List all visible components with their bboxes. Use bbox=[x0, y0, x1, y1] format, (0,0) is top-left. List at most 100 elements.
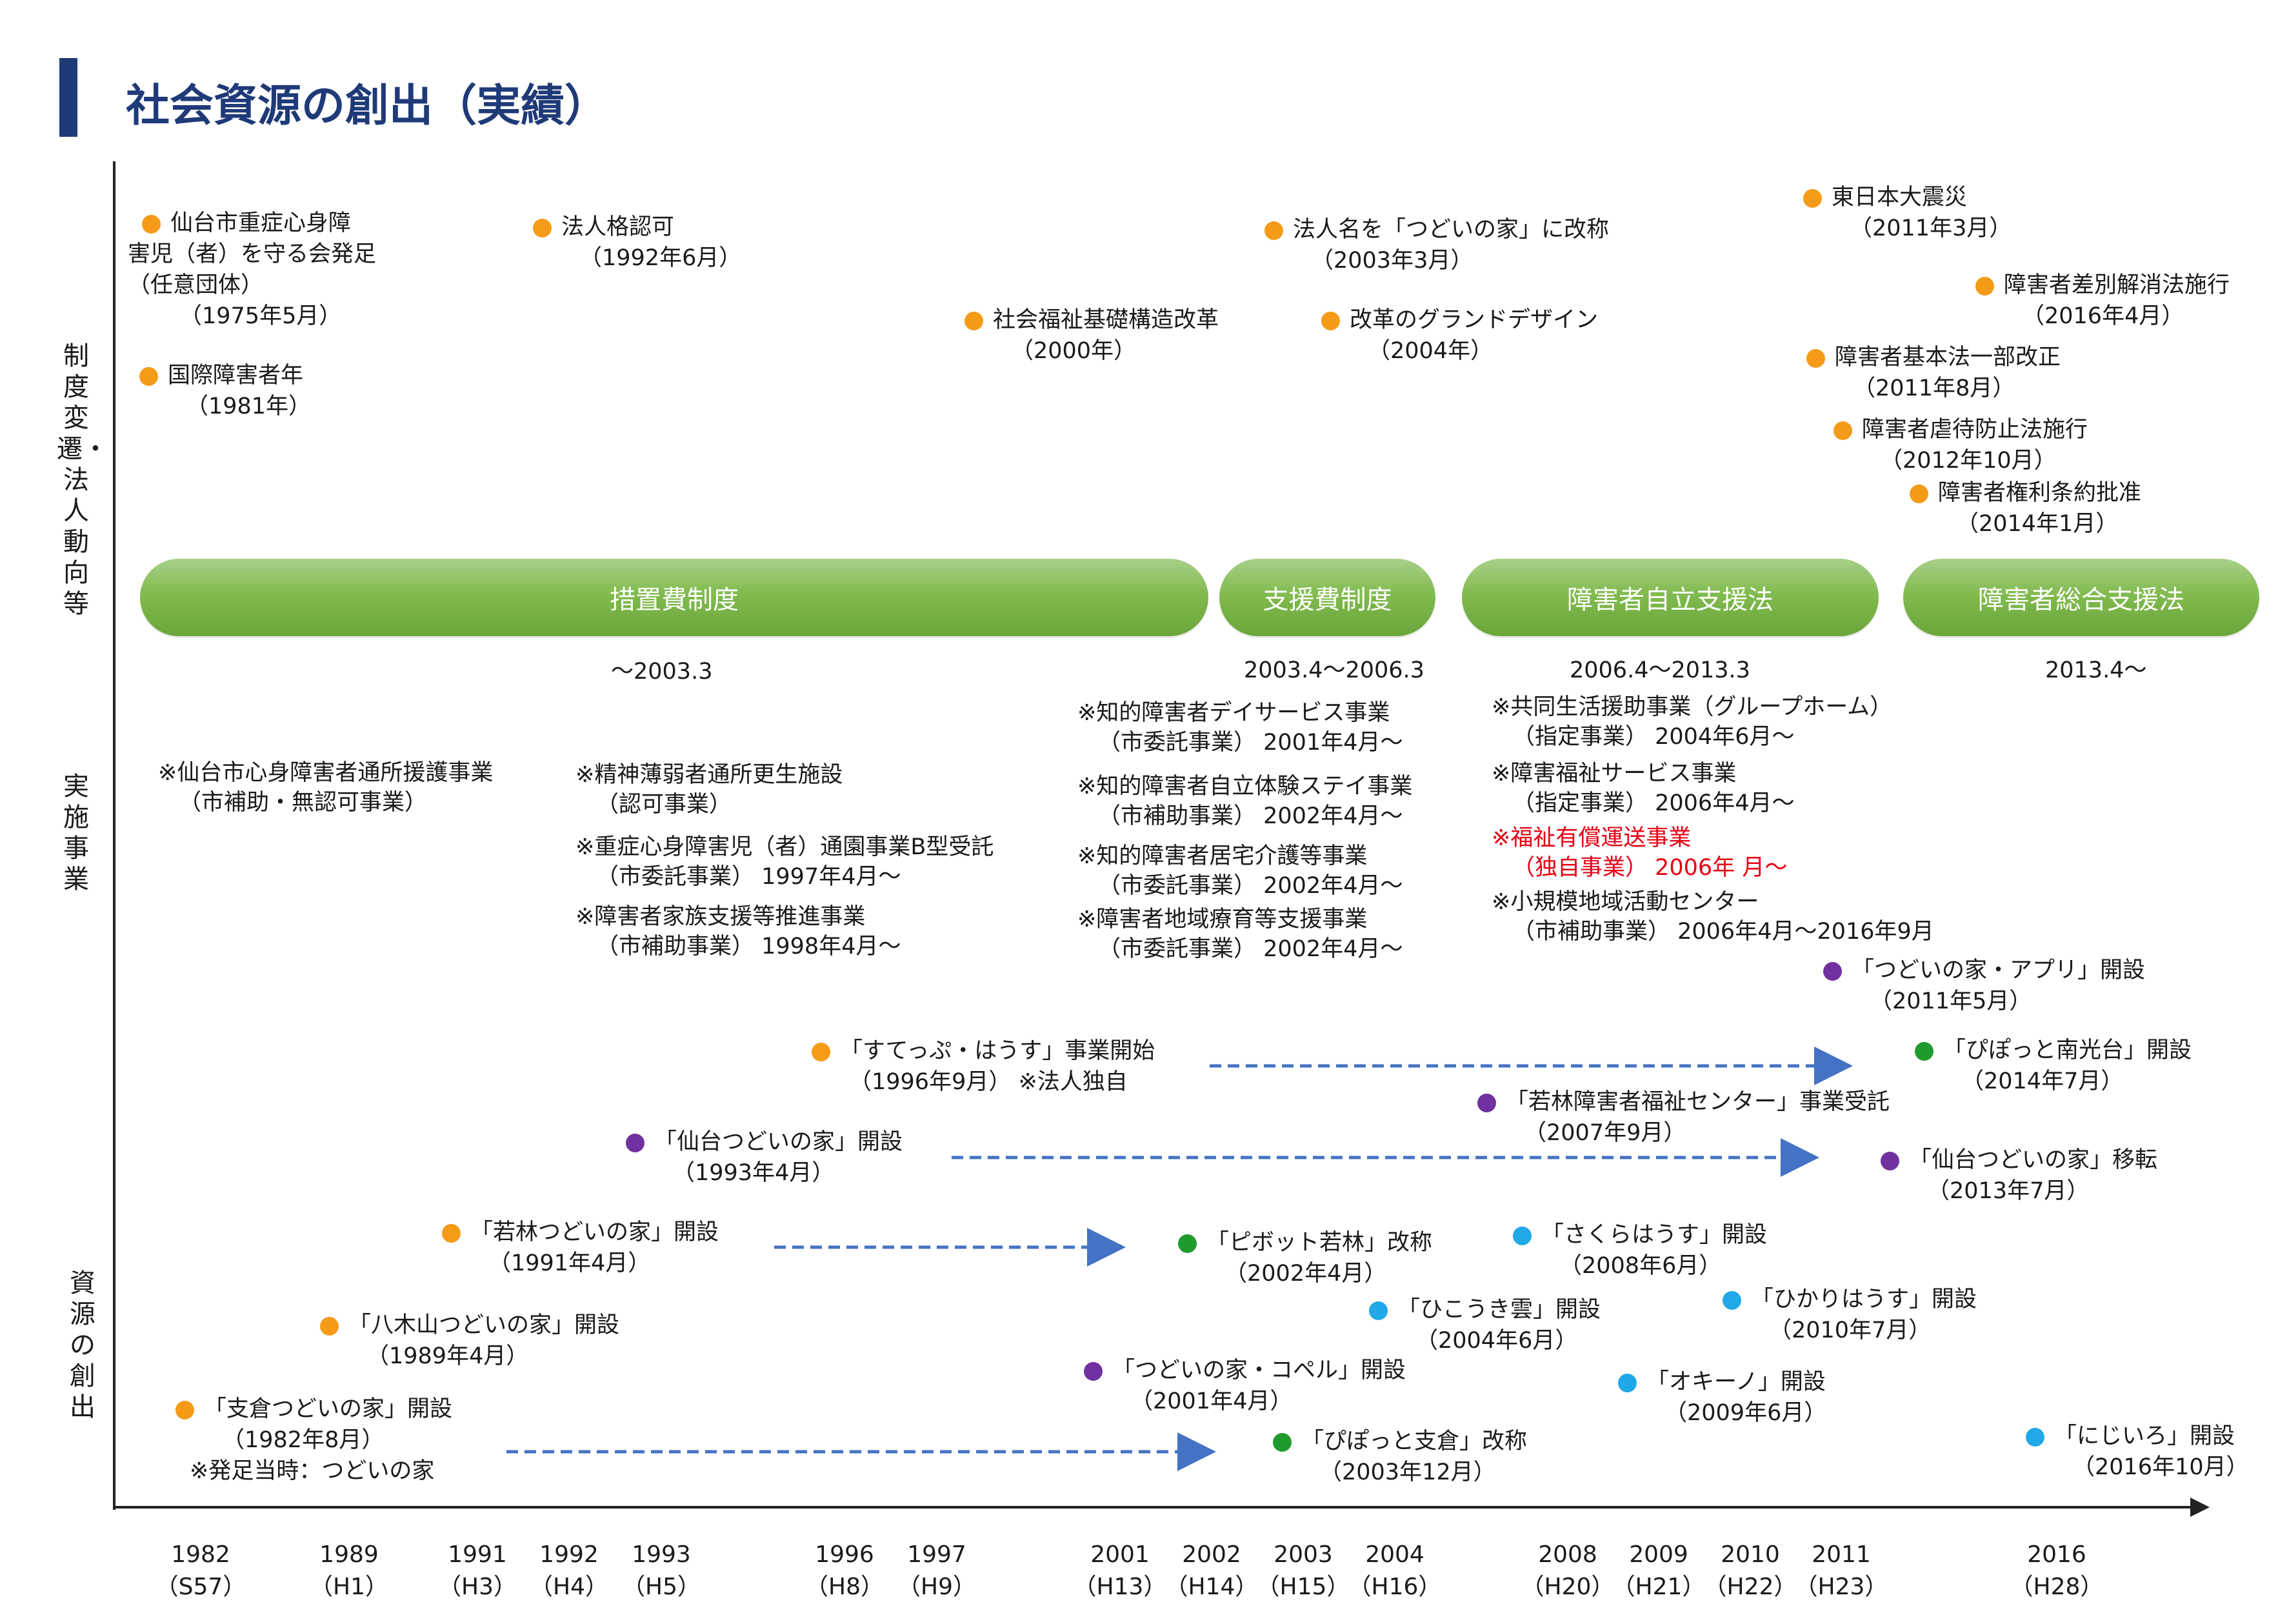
year-label: 2004 （H16） bbox=[1348, 1541, 1442, 1600]
program-note-highlight: ※福祉有償運送事業 （独自事業） 2006年 月〜 bbox=[1492, 825, 1788, 881]
resource-event: 「若林障害者福祉センター」事業受託 （2007年9月） bbox=[1477, 1087, 1890, 1148]
orange-dot-icon bbox=[812, 1043, 830, 1061]
resource-event: 「さくらはうす」開設 （2008年6月） bbox=[1513, 1219, 1767, 1281]
program-note: ※知的障害者自立体験ステイ事業 （市補助事業） 2002年4月〜 bbox=[1077, 774, 1413, 829]
policy-event: 法人名を「つどいの家」に改称 （2003年3月） bbox=[1264, 214, 1609, 276]
blue-dot-icon bbox=[1513, 1227, 1532, 1245]
green-dot-icon bbox=[1915, 1042, 1933, 1061]
policy-event: 障害者基本法一部改正 （2011年8月） bbox=[1806, 342, 2061, 404]
orange-dot-icon bbox=[1910, 485, 1928, 503]
policy-event: 改革のグランドデザイン （2004年） bbox=[1321, 305, 1598, 366]
year-label: 1992 （H4） bbox=[530, 1541, 608, 1600]
purple-dot-icon bbox=[1084, 1362, 1103, 1381]
phase-range: 2003.4〜2006.3 bbox=[1244, 657, 1424, 683]
resource-event: 「つどいの家・アプリ」開設 （2011年5月） bbox=[1823, 955, 2145, 1017]
resource-event: 「ピボット若林」改称 （2002年4月） bbox=[1178, 1227, 1432, 1289]
blue-dot-icon bbox=[1723, 1291, 1741, 1310]
orange-dot-icon bbox=[142, 215, 161, 234]
policy-event: 東日本大震災 （2011年3月） bbox=[1803, 182, 2012, 244]
resource-event: 「仙台つどいの家」移転 （2013年7月） bbox=[1881, 1145, 2157, 1207]
program-note: ※小規模地域活動センター （市補助事業） 2006年4月〜2016年9月 bbox=[1492, 889, 1934, 945]
resource-event: 「オキーノ」開設 （2009年6月） bbox=[1618, 1367, 1826, 1429]
year-label: 1993 （H5） bbox=[622, 1541, 701, 1600]
green-dot-icon bbox=[1273, 1433, 1292, 1452]
section-label-resources: 資源の創出 bbox=[70, 1268, 95, 1422]
purple-dot-icon bbox=[626, 1134, 644, 1152]
policy-event: 障害者権利条約批准 （2014年1月） bbox=[1910, 477, 2141, 539]
purple-dot-icon bbox=[1823, 962, 1842, 981]
phase-bar-jiritsu-shien: 障害者自立支援法 bbox=[1462, 559, 1879, 636]
program-note: ※精神薄弱者通所更生施設 （認可事業） bbox=[575, 762, 843, 817]
resource-event: 「支倉つどいの家」開設 （1982年8月） ※発足当時：つどいの家 bbox=[175, 1394, 452, 1487]
orange-dot-icon bbox=[1321, 312, 1340, 330]
policy-event: 障害者虐待防止法施行 （2012年10月） bbox=[1833, 414, 2088, 476]
program-note: ※仙台市心身障害者通所援護事業 （市補助・無認可事業） bbox=[158, 760, 494, 816]
purple-dot-icon bbox=[1881, 1152, 1899, 1170]
policy-event: 障害者差別解消法施行 （2016年4月） bbox=[1975, 270, 2230, 332]
orange-dot-icon bbox=[1975, 277, 1994, 296]
resource-event: 「仙台つどいの家」開設 （1993年4月） bbox=[626, 1127, 903, 1188]
orange-dot-icon bbox=[533, 219, 552, 237]
blue-dot-icon bbox=[1369, 1301, 1388, 1320]
year-label: 1991 （H3） bbox=[438, 1541, 517, 1600]
year-label: 2003 （H15） bbox=[1256, 1541, 1350, 1600]
policy-event: 法人格認可 （1992年6月） bbox=[533, 212, 741, 274]
resource-event: 「若林つどいの家」開設 （1991年4月） bbox=[442, 1217, 719, 1279]
timeline-arrowhead bbox=[2190, 1498, 2210, 1517]
policy-event: 社会福祉基礎構造改革 （2000年） bbox=[964, 305, 1219, 366]
year-label: 2009 （H21） bbox=[1612, 1541, 1706, 1600]
phase-range: 2006.4〜2013.3 bbox=[1570, 657, 1750, 683]
orange-dot-icon bbox=[1264, 221, 1283, 240]
orange-dot-icon bbox=[320, 1317, 339, 1336]
orange-dot-icon bbox=[442, 1224, 461, 1243]
program-note: ※重症心身障害児（者）通園事業B型受託 （市委託事業） 1997年4月〜 bbox=[575, 834, 994, 890]
orange-dot-icon bbox=[1803, 189, 1822, 208]
blue-dot-icon bbox=[2026, 1428, 2044, 1447]
phase-bar-sogo-shien: 障害者総合支援法 bbox=[1903, 559, 2259, 636]
resource-event: 「ぴぽっと支倉」改称 （2003年12月） bbox=[1273, 1426, 1527, 1488]
purple-dot-icon bbox=[1477, 1094, 1496, 1112]
title-accent-bar bbox=[59, 58, 77, 137]
year-label: 1997 （H9） bbox=[897, 1541, 976, 1600]
orange-dot-icon bbox=[964, 312, 983, 330]
orange-dot-icon bbox=[139, 367, 158, 386]
page-title: 社会資源の創出（実績） bbox=[126, 81, 609, 132]
vertical-axis bbox=[113, 161, 115, 1510]
resource-event: 「つどいの家・コペル」開設 （2001年4月） bbox=[1084, 1355, 1406, 1417]
program-note: ※知的障害者デイサービス事業 （市委託事業） 2001年4月〜 bbox=[1077, 700, 1403, 756]
year-label: 2001 （H13） bbox=[1073, 1541, 1167, 1600]
phase-range: 〜2003.3 bbox=[611, 659, 713, 685]
resource-event: 「ひかりはうす」開設 （2010年7月） bbox=[1723, 1284, 1977, 1346]
program-note: ※知的障害者居宅介護等事業 （市委託事業） 2002年4月〜 bbox=[1077, 843, 1403, 899]
resource-event: 「ぴぽっと南光台」開設 （2014年7月） bbox=[1915, 1035, 2192, 1097]
year-label: 2002 （H14） bbox=[1164, 1541, 1259, 1600]
program-note: ※障害福祉サービス事業 （指定事業） 2006年4月〜 bbox=[1492, 761, 1795, 816]
policy-event: 仙台市重症心身障 害児（者）を守る会発足 （任意団体） （1975年5月） bbox=[128, 210, 377, 329]
section-label-policy: 制度変遷・法人動向等 bbox=[57, 341, 108, 619]
phase-bar-shienhi: 支援費制度 bbox=[1219, 559, 1435, 636]
phase-range: 2013.4〜 bbox=[2045, 657, 2147, 683]
timeline-axis bbox=[113, 1506, 2197, 1509]
orange-dot-icon bbox=[1806, 349, 1825, 368]
program-note: ※共同生活援助事業（グループホーム） （指定事業） 2004年6月〜 bbox=[1492, 694, 1893, 750]
year-label: 2011 （H23） bbox=[1794, 1541, 1888, 1600]
year-label: 2010 （H22） bbox=[1703, 1541, 1797, 1600]
year-label: 2008 （H20） bbox=[1521, 1541, 1615, 1600]
policy-event: 国際障害者年 （1981年） bbox=[139, 360, 311, 422]
orange-dot-icon bbox=[175, 1401, 194, 1419]
resource-event: 「にじいろ」開設 （2016年10月） bbox=[2026, 1421, 2249, 1483]
year-label: 1982 （S57） bbox=[155, 1541, 246, 1600]
year-label: 2016 （H28） bbox=[2010, 1541, 2104, 1600]
resource-event: 「すてっぷ・はうす」事業開始 （1996年9月） ※法人独自 bbox=[812, 1036, 1155, 1098]
resource-event: 「八木山つどいの家」開設 （1989年4月） bbox=[320, 1310, 619, 1372]
green-dot-icon bbox=[1178, 1234, 1197, 1253]
year-label: 1989 （H1） bbox=[310, 1541, 388, 1600]
program-note: ※障害者地域療育等支援事業 （市委託事業） 2002年4月〜 bbox=[1077, 907, 1403, 962]
blue-dot-icon bbox=[1618, 1374, 1637, 1392]
section-label-programs: 実施事業 bbox=[63, 772, 89, 894]
resource-event: 「ひこうき雲」開設 （2004年6月） bbox=[1369, 1294, 1601, 1356]
program-note: ※障害者家族支援等推進事業 （市補助事業） 1998年4月〜 bbox=[575, 904, 901, 959]
year-label: 1996 （H8） bbox=[805, 1541, 884, 1600]
orange-dot-icon bbox=[1833, 421, 1852, 440]
